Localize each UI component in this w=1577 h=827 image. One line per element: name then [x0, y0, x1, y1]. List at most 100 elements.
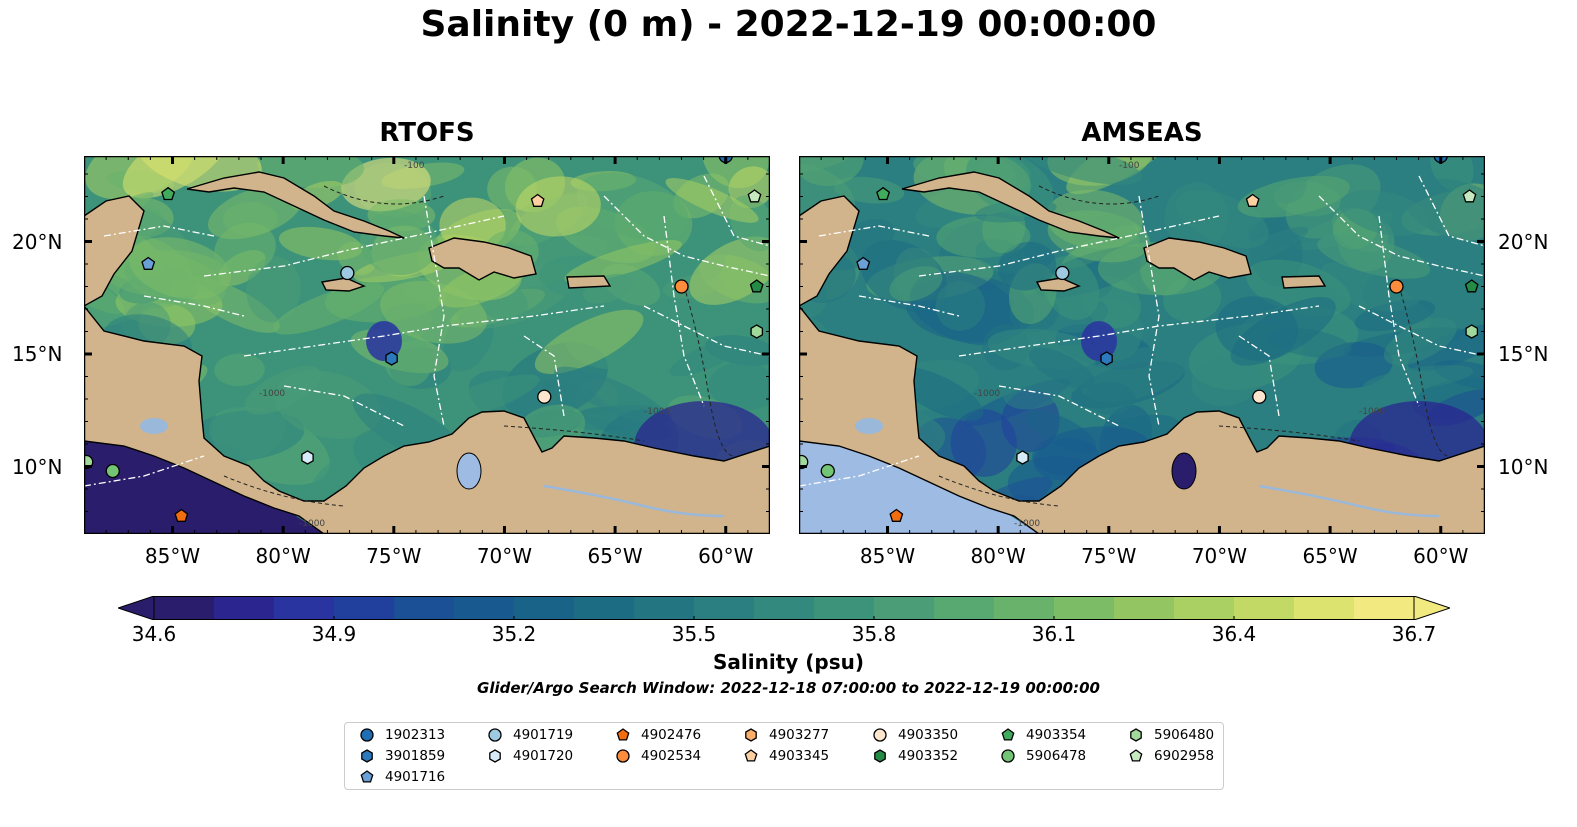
float-marker-4903350[interactable]: [1252, 389, 1267, 404]
colorbar-segment: [814, 596, 875, 620]
colorbar-segment: [454, 596, 515, 620]
legend-marker-5906478[interactable]: [1001, 749, 1015, 763]
float-marker-6902958[interactable]: [747, 189, 762, 203]
colorbar-tick-label: 34.6: [131, 622, 177, 646]
colorbar-segment: [754, 596, 815, 620]
land-2: [901, 171, 1120, 239]
float-marker-4903350[interactable]: [537, 389, 552, 404]
float-marker-4903354[interactable]: [161, 186, 176, 201]
colorbar-tick-label: 35.2: [491, 622, 537, 646]
legend-label: 1902313: [385, 727, 446, 743]
legend-marker-4902476[interactable]: [616, 728, 630, 741]
lon-tick-label: 85°W: [859, 544, 916, 568]
legend-marker-4903354[interactable]: [1001, 728, 1015, 741]
lon-tick-label: 65°W: [587, 544, 643, 568]
colorbar-segment: [514, 596, 575, 620]
land-3: [1143, 237, 1252, 281]
legend-marker-4903277[interactable]: [745, 728, 757, 742]
map-panel-amseas[interactable]: -100 -1000 -1000 -1000: [799, 156, 1485, 534]
colorbar-segment: [1234, 596, 1295, 620]
lon-tick-label: 70°W: [1191, 544, 1248, 568]
legend-marker-6902958[interactable]: [1129, 749, 1143, 762]
map-frame: [84, 156, 770, 534]
float-marker-3901859[interactable]: [1100, 351, 1113, 366]
legend-item-4903350: 4903350: [872, 726, 958, 744]
float-marker-4901716[interactable]: [856, 256, 871, 270]
float-marker-4901719[interactable]: [1055, 265, 1070, 281]
float-marker-4901719[interactable]: [340, 265, 355, 281]
float-marker-4901720[interactable]: [301, 450, 314, 465]
float-marker-4901716[interactable]: [141, 256, 156, 270]
legend-marker-1902313[interactable]: [360, 728, 374, 742]
legend-item-4903277: 4903277: [743, 726, 829, 744]
contour-label: -1000: [1359, 407, 1385, 417]
lon-tick-label: 70°W: [476, 544, 533, 568]
float-marker-4902476[interactable]: [174, 508, 189, 522]
legend-marker-4901720[interactable]: [489, 749, 501, 763]
legend-marker-4901716[interactable]: [360, 770, 374, 783]
float-marker-4902534[interactable]: [1389, 279, 1404, 294]
land-5: [1281, 275, 1327, 289]
float-marker-extra-0[interactable]: [1464, 279, 1479, 293]
contour-label: -1000: [974, 389, 1000, 399]
colorbar-extend-min: [118, 596, 155, 620]
contour-label: -100: [404, 161, 425, 171]
legend-marker-4903350[interactable]: [873, 728, 887, 742]
panel-title-rtofs: RTOFS: [379, 118, 475, 148]
legend-label: 4903345: [769, 748, 830, 764]
map-frame: [799, 156, 1485, 534]
pentagon-marker-icon: [1001, 728, 1015, 741]
legend-marker-4903345[interactable]: [744, 749, 758, 762]
float-marker-4902534[interactable]: [674, 279, 689, 294]
float-marker-5906478[interactable]: [820, 463, 835, 479]
legend-marker-4902534[interactable]: [616, 749, 630, 763]
colorbar-segment: [874, 596, 935, 620]
legend-item-4903345: 4903345: [743, 747, 829, 765]
contour-label: -1000: [259, 389, 285, 399]
map-ticks: [84, 156, 770, 534]
map-panel-rtofs[interactable]: -100 -1000 -1000 -1000: [84, 156, 770, 534]
legend-label: 5906478: [1026, 748, 1087, 764]
float-marker-4902476[interactable]: [889, 508, 904, 522]
float-marker-6902958[interactable]: [1462, 189, 1477, 203]
colorbar-segment: [274, 596, 335, 620]
float-marker-5906480[interactable]: [750, 324, 764, 339]
float-marker-4903354[interactable]: [876, 186, 891, 201]
circle-marker-icon: [488, 728, 502, 742]
lon-tick-label: 85°W: [144, 544, 201, 568]
legend-marker-3901859[interactable]: [361, 749, 373, 763]
lon-tick-label: 80°W: [255, 544, 311, 568]
colorbar-segment: [994, 596, 1055, 620]
float-marker-4903345[interactable]: [530, 193, 545, 207]
legend-item-3901859: 3901859: [359, 747, 445, 765]
legend-label: 4903277: [769, 727, 830, 743]
float-marker-5906478[interactable]: [105, 463, 120, 479]
float-marker-extra-0[interactable]: [749, 279, 764, 293]
legend-marker-5906480[interactable]: [1130, 728, 1142, 742]
legend-label: 4901720: [513, 748, 574, 764]
float-markers: [84, 156, 764, 522]
float-marker-5906480[interactable]: [1465, 324, 1479, 339]
legend-marker-4903352[interactable]: [874, 749, 886, 763]
pentagon-marker-icon: [744, 749, 758, 762]
hexagon-marker-icon: [874, 749, 886, 763]
land-5: [566, 275, 612, 289]
colorbar-segment: [1054, 596, 1115, 620]
legend-marker-4901719[interactable]: [488, 728, 502, 742]
colorbar-tick-label: 35.5: [671, 622, 717, 646]
land-3: [428, 237, 537, 281]
float-marker-3901859[interactable]: [385, 351, 398, 366]
float-marker-4903345[interactable]: [1245, 193, 1260, 207]
hexagon-marker-icon: [745, 728, 757, 742]
colorbar-segment: [394, 596, 455, 620]
lat-tick-label-left: 15°N: [12, 342, 63, 366]
contour-label: -1000: [299, 519, 325, 529]
pentagon-marker-icon: [360, 770, 374, 783]
legend-item-4902476: 4902476: [615, 726, 701, 744]
colorbar-segment: [574, 596, 635, 620]
float-marker-4901720[interactable]: [1016, 450, 1029, 465]
colorbar: [118, 596, 1450, 620]
legend-item-4902534: 4902534: [615, 747, 701, 765]
lat-tick-label-left: 20°N: [12, 229, 63, 254]
colorbar-tick-label: 35.8: [851, 622, 897, 646]
